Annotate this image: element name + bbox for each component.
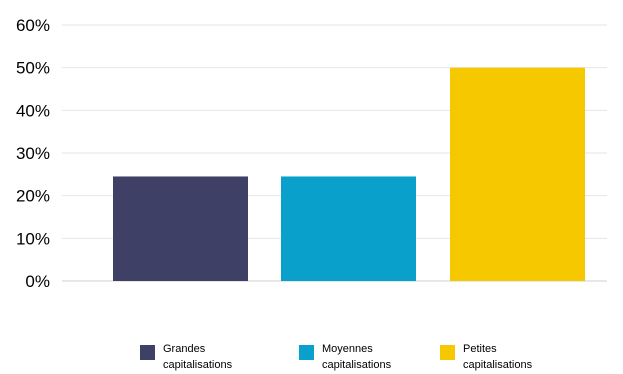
y-tick-label: 0% <box>25 272 50 291</box>
bar <box>450 67 585 282</box>
bars <box>113 67 585 282</box>
y-axis-tick-labels: 0% 10% 20% 30% 40% 50% 60% <box>16 16 50 291</box>
y-tick-label: 30% <box>16 144 50 163</box>
y-tick-label: 20% <box>16 187 50 206</box>
y-tick-label: 50% <box>16 59 50 78</box>
bar <box>113 176 248 281</box>
y-tick-label: 40% <box>16 101 50 120</box>
y-tick-label: 10% <box>16 229 50 248</box>
y-tick-label: 60% <box>16 16 50 35</box>
bar <box>281 176 416 281</box>
